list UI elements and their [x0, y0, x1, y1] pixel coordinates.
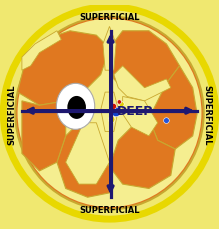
Polygon shape [110, 119, 175, 189]
Text: DEEP: DEEP [117, 104, 154, 117]
Polygon shape [149, 67, 197, 149]
Circle shape [119, 102, 124, 107]
Polygon shape [18, 32, 109, 106]
Polygon shape [57, 123, 110, 197]
Ellipse shape [56, 84, 95, 130]
Circle shape [111, 108, 121, 117]
Polygon shape [103, 27, 116, 71]
Polygon shape [22, 101, 66, 171]
Polygon shape [114, 67, 171, 101]
Polygon shape [66, 123, 110, 184]
Ellipse shape [15, 17, 204, 209]
Polygon shape [110, 32, 180, 93]
Text: SUPERFICIAL: SUPERFICIAL [79, 13, 140, 22]
Polygon shape [101, 93, 118, 132]
Polygon shape [22, 32, 61, 71]
Ellipse shape [3, 8, 216, 219]
Polygon shape [123, 97, 158, 136]
Circle shape [108, 117, 115, 123]
Circle shape [117, 100, 122, 105]
Text: SUPERFICIAL: SUPERFICIAL [202, 84, 211, 145]
Ellipse shape [67, 96, 86, 119]
Circle shape [164, 118, 169, 124]
Text: SUPERFICIAL: SUPERFICIAL [79, 205, 140, 214]
Circle shape [110, 104, 117, 110]
Ellipse shape [18, 20, 201, 207]
Text: SUPERFICIAL: SUPERFICIAL [8, 84, 17, 145]
